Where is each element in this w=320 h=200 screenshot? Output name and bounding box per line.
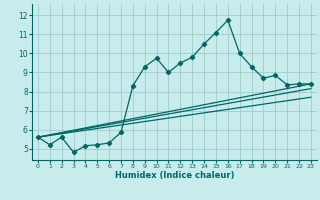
- X-axis label: Humidex (Indice chaleur): Humidex (Indice chaleur): [115, 171, 234, 180]
